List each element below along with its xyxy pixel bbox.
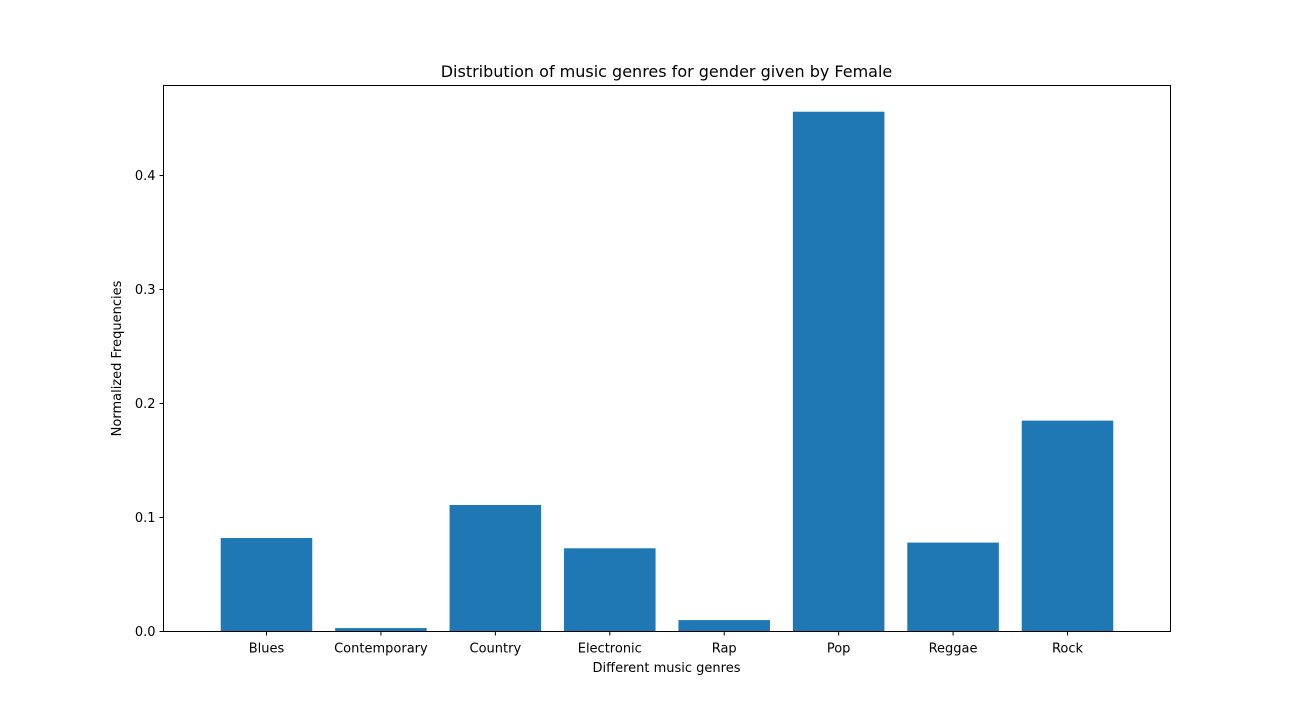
x-tick-label: Country (470, 642, 522, 657)
y-tick-label: 0.4 (135, 169, 156, 184)
x-tick-label: Rap (712, 642, 737, 657)
x-tick-label: Pop (827, 642, 851, 657)
bar-rap (678, 620, 770, 632)
x-tick-label: Electronic (578, 642, 642, 657)
bar-rock (1021, 420, 1114, 632)
x-tick-label: Rock (1052, 642, 1084, 657)
y-tick-label: 0.0 (135, 625, 156, 640)
bar-country (449, 504, 542, 632)
x-tick-label: Blues (249, 642, 285, 657)
x-axis-label: Different music genres (593, 661, 741, 676)
y-axis-label: Normalized Frequencies (110, 280, 125, 436)
y-axis: 0.0 0.1 0.2 0.3 0.4 (135, 169, 164, 640)
bar-reggae (907, 542, 999, 632)
x-axis: Blues Contemporary Country Electronic Rap Pop… (249, 631, 1084, 657)
bar-electronic (564, 548, 656, 632)
y-tick-label: 0.2 (135, 397, 156, 412)
y-tick-label: 0.3 (135, 283, 156, 298)
bar-pop (792, 111, 885, 632)
plot-area-frame (163, 85, 1171, 632)
bar-blues (220, 538, 313, 632)
x-tick-label: Contemporary (334, 642, 428, 657)
y-tick-label: 0.1 (135, 511, 156, 526)
bars-layer (220, 111, 1114, 632)
bar-contemporary (335, 628, 427, 632)
x-tick-label: Reggae (929, 642, 978, 657)
chart-title: Distribution of music genres for gender … (441, 62, 893, 81)
